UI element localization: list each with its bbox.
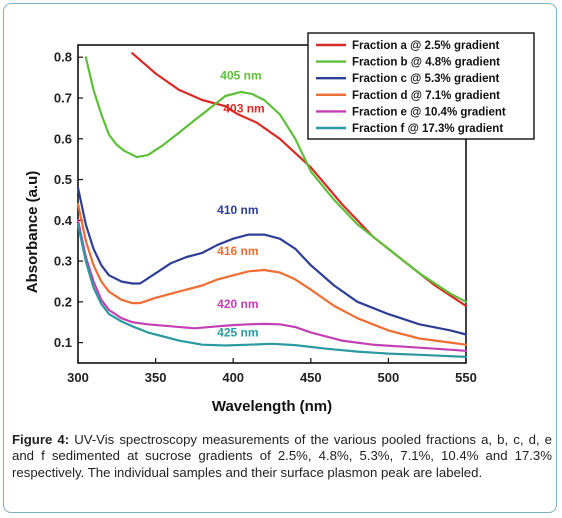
x-tick-label: 400 [222,370,244,385]
peak-label: 425 nm [217,326,258,340]
absorbance-chart: 0.1 0.2 0.3 0.4 0.5 0.6 0.7 0.8 300 350 400 450 500… [24,32,535,415]
y-axis-ticks: 0.1 0.2 0.3 0.4 0.5 0.6 0.7 0.8 [54,50,83,350]
legend-item-label: Fraction e @ 10.4% gradient [352,106,506,118]
x-tick-label: 350 [145,370,167,385]
figure-caption: Figure 4: UV-Vis spectroscopy measuremen… [12,432,552,481]
y-tick-label: 0.7 [54,91,72,106]
y-tick-label: 0.6 [54,131,72,146]
legend-item-label: Fraction b @ 4.8% gradient [352,57,500,69]
x-tick-label: 450 [300,370,322,385]
legend-box [307,32,535,140]
y-tick-label: 0.4 [54,213,73,228]
x-tick-label: 500 [378,370,400,385]
x-tick-label: 300 [67,370,89,385]
y-tick-label: 0.8 [54,50,72,65]
peak-label: 403 nm [223,101,264,115]
x-axis-title: Wavelength (nm) [212,398,332,415]
caption-label: Figure 4: [12,432,70,447]
legend-item-label: Fraction f @ 17.3% gradient [352,123,503,135]
y-axis-title: Absorbance (a.u) [24,171,41,294]
y-tick-label: 0.3 [54,254,72,269]
series-line-d [76,202,468,346]
y-tick-label: 0.5 [54,172,72,187]
legend-item-label: Fraction c @ 5.3% gradient [352,73,500,85]
legend-item-label: Fraction a @ 2.5% gradient [352,40,500,52]
legend-item-label: Fraction d @ 7.1% gradient [352,90,500,102]
peak-label: 410 nm [217,203,258,217]
series-line-e [76,219,468,352]
series-line-c [76,186,468,336]
y-tick-label: 0.2 [54,294,72,309]
series-line-b [84,56,468,303]
peak-label: 416 nm [217,244,258,258]
x-axis-ticks: 300 350 400 450 500 550 [67,358,477,385]
peak-label: 420 nm [217,297,258,311]
legend: Fraction a @ 2.5% gradient Fraction b @ 4… [307,32,535,140]
peak-labels: 405 nm 403 nm 410 nm 416 nm 420 nm 425 nm [217,69,265,340]
peak-label: 405 nm [220,69,261,83]
x-tick-label: 550 [455,370,477,385]
series-lines [76,52,468,358]
series-line-f [76,223,468,358]
y-tick-label: 0.1 [54,335,72,350]
caption-text: UV-Vis spectroscopy measurements of the … [12,432,552,480]
